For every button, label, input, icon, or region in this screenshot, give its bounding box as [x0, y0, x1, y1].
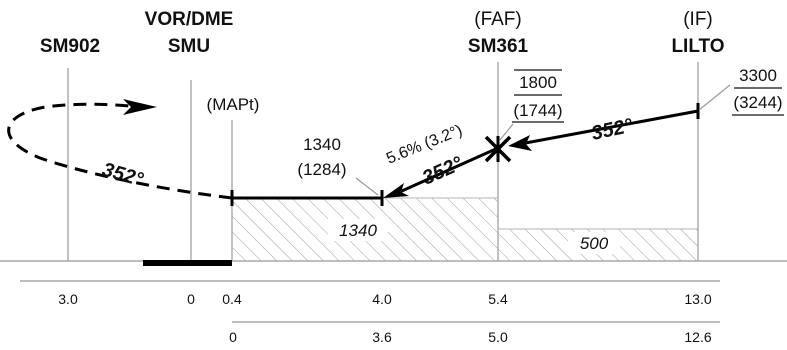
course-intermediate-label: 352°: [589, 115, 635, 145]
fix-smu-role: VOR/DME: [145, 9, 234, 30]
oca-intermediate-label-bg: [568, 232, 620, 254]
sdf-altitude-leader: [355, 177, 379, 196]
oca-intermediate-label: 500: [580, 234, 609, 253]
oca-final-label: 1340: [339, 221, 377, 240]
missed-approach-arrowhead: [123, 99, 157, 115]
distance-thr-0: 0: [229, 329, 237, 345]
faf-cross-symbol: [484, 135, 512, 163]
distance-smu-4-0: 4.0: [372, 291, 392, 307]
faf-height: (1744): [513, 101, 562, 120]
sdf-height: (1284): [297, 160, 346, 179]
if-altitude: 3300: [739, 66, 777, 85]
fix-sm902-name: SM902: [40, 36, 100, 57]
faf-altitude-leader: [499, 123, 514, 141]
distance-smu-3-0: 3.0: [58, 291, 78, 307]
oca-final-label-bg: [328, 219, 388, 241]
intermediate-arrowhead: [508, 135, 532, 151]
distance-thr-12-6: 12.6: [684, 329, 711, 345]
distance-smu-5-4: 5.4: [488, 291, 508, 307]
fix-sm361-name: SM361: [468, 36, 529, 57]
fix-lilto-role: (IF): [683, 9, 713, 30]
course-missed-label: 352°: [100, 159, 147, 192]
distance-smu-13-0: 13.0: [684, 291, 711, 307]
intermediate-track: [519, 109, 699, 146]
final-descent-arrowhead: [383, 183, 409, 198]
sdf-altitude: 1340: [303, 135, 341, 154]
fix-mapt-role: (MAPt): [207, 95, 260, 114]
faf-altitude: 1800: [519, 73, 557, 92]
course-final-label: 352°: [419, 152, 467, 189]
fix-lilto-name: LILTO: [671, 36, 724, 57]
distance-thr-5-0: 5.0: [488, 329, 508, 345]
missed-approach-track: [7, 102, 233, 200]
runway-bar: [143, 260, 232, 266]
distance-smu-0-4: 0.4: [222, 291, 242, 307]
distance-thr-3-6: 3.6: [372, 329, 392, 345]
fix-smu-name: SMU: [168, 36, 210, 57]
distance-smu-0: 0: [187, 291, 195, 307]
final-descent-track: [394, 146, 499, 196]
if-altitude-leader: [698, 84, 731, 111]
if-height: (3244): [733, 93, 782, 112]
fix-sm361-role: (FAF): [474, 9, 522, 30]
